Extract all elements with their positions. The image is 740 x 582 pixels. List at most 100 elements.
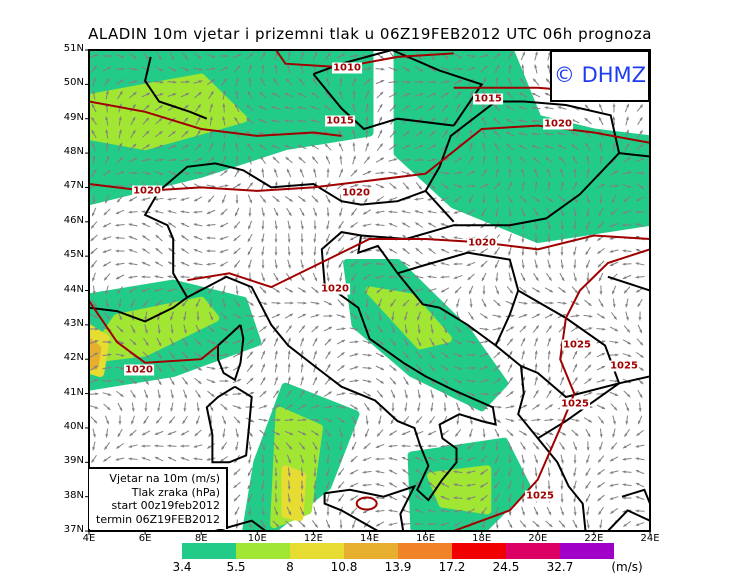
wind-arrowhead — [274, 363, 278, 367]
wind-arrowhead — [287, 363, 291, 367]
wind-arrowhead — [288, 390, 292, 394]
wind-arrowhead — [288, 446, 292, 450]
wind-arrowhead — [427, 509, 432, 513]
wind-arrowhead — [406, 105, 410, 109]
wind-arrowhead — [180, 275, 184, 279]
country-border — [618, 375, 650, 385]
wind-arrowhead — [313, 350, 317, 355]
wind-arrowhead — [262, 338, 266, 342]
wind-arrowhead — [94, 365, 98, 369]
wind-arrowhead — [142, 432, 146, 436]
wind-arrowhead — [105, 199, 108, 204]
isobar-line — [453, 248, 650, 531]
wind-arrowhead — [471, 393, 476, 396]
wind-arrowhead — [141, 262, 146, 265]
wind-arrowhead — [131, 408, 135, 412]
wind-arrowhead — [248, 77, 252, 81]
wind-arrowhead — [495, 199, 499, 204]
wind-arrowhead — [484, 353, 489, 356]
wind-arrowhead — [247, 238, 251, 242]
wind-arrowhead — [388, 457, 393, 461]
wind-arrowhead — [494, 225, 498, 229]
wind-arrowhead — [90, 250, 95, 255]
lat-label: 49N — [63, 111, 84, 123]
wind-arrowhead — [586, 447, 590, 451]
wind-arrowhead — [248, 447, 252, 451]
wind-arrowhead — [392, 381, 396, 385]
isobar-label: 1025 — [560, 398, 590, 410]
wind-arrowhead — [375, 509, 379, 513]
wind-arrowhead — [401, 522, 405, 526]
wind-arrowhead — [444, 380, 449, 385]
wind-arrowhead — [351, 446, 355, 451]
wind-arrowhead — [380, 80, 385, 83]
wind-arrowhead — [628, 171, 632, 175]
wind-arrowhead — [233, 497, 238, 502]
wind-arrowhead — [275, 390, 279, 394]
wind-arrowhead — [235, 77, 239, 82]
wind-arrowhead — [481, 511, 485, 515]
wind-arrowhead — [313, 499, 317, 503]
wind-arrowhead — [147, 80, 151, 84]
wind-speed-area — [281, 465, 307, 522]
wind-arrowhead — [350, 250, 354, 254]
wind-arrowhead — [635, 522, 640, 526]
wind-arrowhead — [276, 289, 280, 293]
wind-arrowhead — [414, 288, 419, 292]
wind-arrowhead — [219, 236, 224, 240]
wind-arrowhead — [521, 239, 525, 243]
wind-arrowhead — [392, 130, 396, 134]
wind-arrowhead — [433, 80, 437, 84]
wind-arrowhead — [640, 158, 645, 161]
wind-arrowhead — [206, 262, 210, 266]
wind-arrowhead — [159, 145, 164, 148]
wind-arrowhead — [249, 182, 253, 186]
wind-arrowhead — [246, 131, 250, 135]
isobar-label: 1015 — [473, 93, 503, 105]
wind-arrowhead — [198, 92, 202, 96]
wind-arrowhead — [315, 289, 319, 293]
wind-arrowhead — [389, 469, 393, 473]
wind-arrowhead — [402, 482, 406, 486]
wind-arrowhead — [388, 198, 393, 201]
wind-arrowhead — [246, 118, 250, 122]
wind-arrowhead — [354, 327, 359, 331]
wind-arrowhead — [263, 301, 268, 305]
wind-arrowhead — [341, 365, 345, 369]
wind-arrowhead — [587, 433, 591, 437]
lat-label: 47N — [63, 180, 84, 192]
lat-label: 44N — [63, 283, 84, 295]
wind-arrowhead — [287, 225, 291, 230]
wind-arrowhead — [327, 524, 330, 529]
wind-arrowhead — [220, 211, 225, 216]
wind-arrowhead — [287, 252, 291, 256]
wind-arrowhead — [182, 303, 186, 307]
wind-arrowhead — [223, 420, 226, 425]
wind-arrowhead — [407, 80, 411, 84]
wind-arrowhead — [546, 78, 550, 82]
wind-arrowhead — [193, 236, 198, 239]
wind-arrowhead — [105, 303, 109, 308]
wind-arrowhead — [392, 342, 396, 346]
wind-arrowhead — [390, 420, 394, 424]
wind-arrowhead — [466, 470, 471, 474]
wind-arrowhead — [107, 392, 112, 396]
wind-arrowhead — [184, 367, 189, 372]
wind-arrowhead — [609, 263, 614, 266]
wind-arrowhead — [560, 499, 564, 503]
wind-arrowhead — [586, 155, 590, 160]
wind-arrowhead — [576, 314, 580, 318]
wind-arrowhead — [495, 168, 499, 173]
wind-arrowhead — [521, 168, 525, 173]
wind-arrowhead — [521, 511, 525, 516]
wind-arrowhead — [206, 457, 211, 461]
wind-arrowhead — [167, 444, 171, 448]
wind-arrowhead — [509, 290, 513, 294]
wind-arrowhead — [212, 67, 216, 71]
wind-arrowhead — [585, 472, 589, 476]
wind-arrowhead — [480, 484, 484, 488]
wind-arrowhead — [198, 55, 202, 59]
wind-arrowhead — [379, 104, 383, 108]
wind-arrowhead — [287, 376, 291, 381]
wind-arrowhead — [315, 314, 320, 318]
